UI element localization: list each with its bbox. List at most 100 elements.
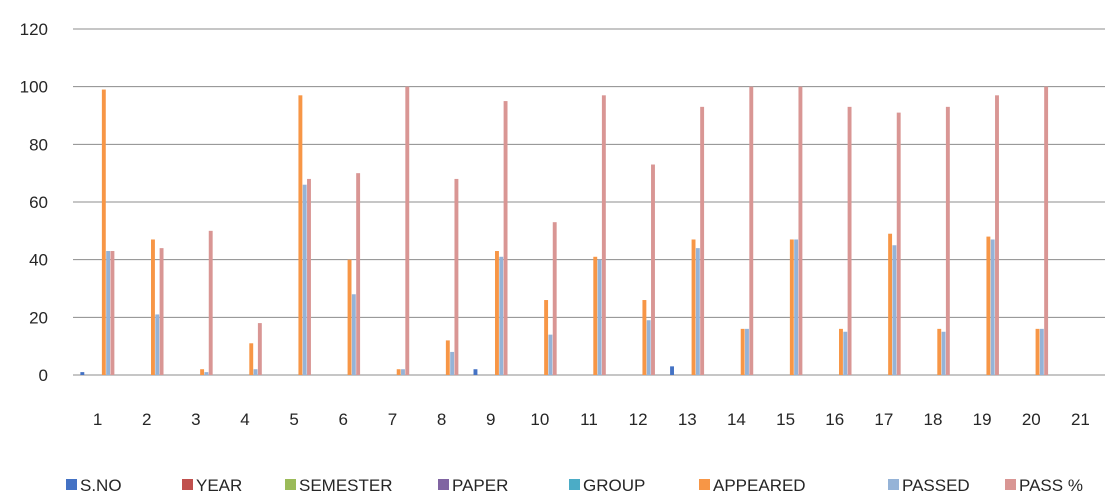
x-tick-label: 12 bbox=[629, 410, 648, 429]
bar bbox=[405, 86, 410, 376]
x-tick-label: 14 bbox=[727, 410, 746, 429]
bar bbox=[892, 245, 897, 375]
bar bbox=[1035, 328, 1040, 375]
bar bbox=[302, 184, 307, 375]
bar bbox=[253, 369, 258, 375]
bar bbox=[257, 323, 262, 375]
bar bbox=[503, 101, 508, 375]
bars bbox=[80, 86, 1049, 376]
bar bbox=[151, 239, 155, 375]
bar bbox=[548, 334, 553, 375]
bar bbox=[749, 86, 754, 376]
legend-label: PAPER bbox=[452, 476, 508, 495]
bar bbox=[155, 314, 160, 375]
bar bbox=[159, 248, 164, 375]
bar bbox=[401, 369, 405, 375]
bar bbox=[1044, 86, 1049, 376]
x-tick-label: 16 bbox=[825, 410, 844, 429]
bar bbox=[740, 328, 745, 375]
y-tick-label: 80 bbox=[29, 135, 48, 154]
bar bbox=[208, 230, 213, 375]
bar bbox=[101, 89, 106, 376]
bar bbox=[794, 239, 799, 375]
bar bbox=[798, 86, 803, 376]
bar bbox=[249, 343, 254, 375]
bar bbox=[695, 248, 700, 375]
bar bbox=[110, 251, 115, 375]
bar bbox=[106, 251, 111, 375]
y-tick-label: 120 bbox=[20, 20, 48, 39]
bar bbox=[450, 351, 455, 375]
bar bbox=[789, 239, 794, 375]
x-tick-label: 4 bbox=[240, 410, 249, 429]
x-tick-label: 5 bbox=[289, 410, 298, 429]
legend-swatch bbox=[699, 479, 710, 490]
bar bbox=[454, 178, 459, 375]
x-tick-label: 6 bbox=[339, 410, 348, 429]
bar bbox=[597, 259, 602, 375]
bar bbox=[847, 106, 852, 375]
legend-label: YEAR bbox=[196, 476, 242, 495]
legend-swatch bbox=[66, 479, 77, 490]
x-tick-label: 13 bbox=[678, 410, 697, 429]
legend-swatch bbox=[285, 479, 296, 490]
bar bbox=[204, 372, 209, 375]
bar bbox=[473, 369, 478, 375]
bar bbox=[396, 369, 401, 375]
x-tick-label: 3 bbox=[191, 410, 200, 429]
bar bbox=[896, 112, 901, 375]
y-tick-label: 60 bbox=[29, 193, 48, 212]
x-tick-label: 9 bbox=[486, 410, 495, 429]
x-tick-label: 20 bbox=[1022, 410, 1041, 429]
bar bbox=[80, 372, 85, 375]
legend-label: PASS % bbox=[1019, 476, 1083, 495]
y-tick-label: 20 bbox=[29, 308, 48, 327]
bar bbox=[298, 95, 303, 376]
x-tick-label: 7 bbox=[388, 410, 397, 429]
y-axis-tick-labels: 0 20 40 60 80 100 120 bbox=[20, 20, 48, 385]
bar bbox=[843, 331, 848, 375]
bar bbox=[670, 366, 674, 375]
x-axis-tick-labels: 1 2 3 4 5 6 7 8 9 10 11 12 13 14 15 16 17 18 19 20 21 bbox=[93, 410, 1090, 429]
x-tick-label: 17 bbox=[874, 410, 893, 429]
bar bbox=[941, 331, 946, 375]
x-tick-label: 18 bbox=[924, 410, 943, 429]
y-tick-label: 100 bbox=[20, 78, 48, 97]
bar bbox=[601, 95, 606, 376]
x-tick-label: 21 bbox=[1071, 410, 1090, 429]
bar bbox=[544, 300, 549, 375]
bar bbox=[307, 178, 311, 375]
y-tick-label: 40 bbox=[29, 251, 48, 270]
bar bbox=[700, 106, 705, 375]
legend-swatch bbox=[1005, 479, 1016, 490]
bar bbox=[839, 328, 843, 375]
bar bbox=[351, 294, 356, 375]
legend-swatch bbox=[888, 479, 899, 490]
legend-label: SEMESTER bbox=[299, 476, 393, 495]
bar bbox=[356, 173, 361, 375]
gridlines bbox=[73, 28, 1105, 376]
legend-swatch bbox=[569, 479, 580, 490]
bar bbox=[1039, 328, 1044, 375]
legend-label: PASSED bbox=[902, 476, 970, 495]
bar bbox=[495, 251, 499, 375]
x-tick-label: 10 bbox=[530, 410, 549, 429]
bar bbox=[888, 233, 893, 375]
bar bbox=[552, 222, 557, 375]
x-tick-label: 1 bbox=[93, 410, 102, 429]
bar bbox=[347, 259, 352, 375]
bar bbox=[986, 236, 991, 375]
bar bbox=[642, 300, 647, 375]
legend: S.NO YEAR SEMESTER PAPER GROUP APPEARED PASSED… bbox=[66, 476, 1083, 495]
legend-label: GROUP bbox=[583, 476, 645, 495]
bar bbox=[995, 95, 999, 376]
bar bbox=[990, 239, 995, 375]
y-tick-label: 0 bbox=[39, 366, 48, 385]
bar bbox=[445, 340, 450, 375]
bar bbox=[646, 320, 651, 375]
x-tick-label: 8 bbox=[437, 410, 446, 429]
bar bbox=[200, 369, 205, 375]
bar bbox=[945, 106, 950, 375]
bar bbox=[651, 164, 655, 375]
